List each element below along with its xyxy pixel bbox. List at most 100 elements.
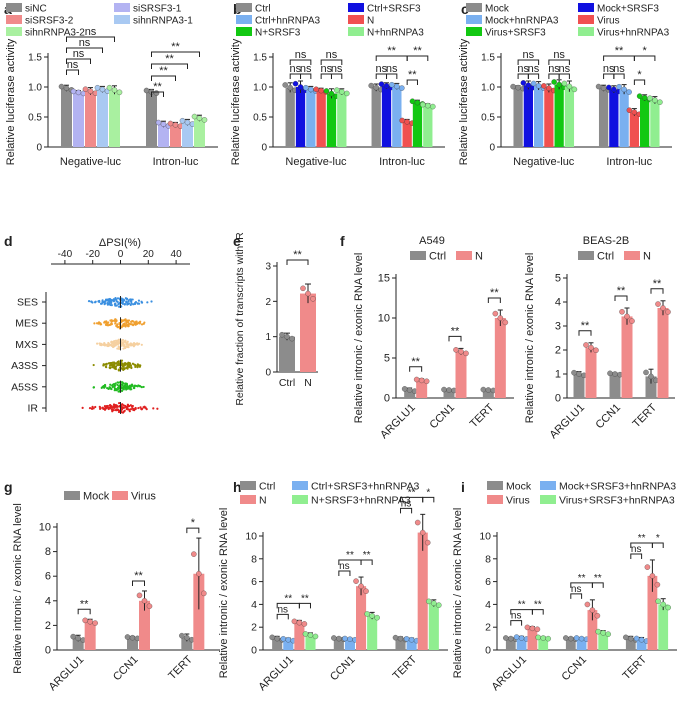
data-point — [425, 102, 431, 109]
legend-label: siSRSF3-2 — [25, 16, 74, 27]
legend-label: siNC — [25, 4, 47, 15]
legend-label: Ctrl+hnRNPA3 — [255, 16, 321, 27]
sig-label: ** — [363, 550, 371, 561]
bar-Negative-luc-Ctrl — [285, 87, 295, 147]
x-tick-label: ARGLU1 — [256, 654, 296, 694]
data-point — [510, 83, 516, 90]
y-tick-label: 10 — [378, 313, 390, 325]
psi-point — [87, 300, 91, 303]
sig-bracket — [330, 73, 343, 79]
sig-bracket — [406, 79, 418, 85]
data-point — [566, 83, 573, 90]
data-point — [307, 632, 314, 638]
data-point — [310, 296, 316, 302]
panel-b-bars: Negative-luc Intron-luc — [282, 80, 436, 168]
psi-point — [94, 405, 97, 409]
data-point — [383, 83, 390, 89]
data-point — [420, 101, 426, 108]
data-point — [593, 347, 599, 353]
data-point — [561, 80, 568, 87]
psi-point — [125, 362, 128, 365]
data-point — [301, 621, 308, 627]
y-tick-label: 4 — [555, 297, 561, 309]
legend-swatch — [348, 15, 364, 24]
bar-Intron-luc-siNC — [146, 91, 157, 147]
legend-swatch — [240, 495, 256, 504]
legend-label: N — [259, 495, 267, 507]
data-point — [652, 97, 658, 103]
y-axis-label: Relative intronic / exonic RNA level — [524, 253, 536, 424]
legend-swatch — [240, 481, 256, 490]
psi-point — [129, 298, 132, 301]
data-point — [394, 83, 400, 90]
sig-bracket — [386, 73, 398, 79]
data-point — [414, 99, 421, 106]
sig-label: ** — [387, 45, 396, 57]
bar-CCN1-N — [621, 316, 633, 398]
psi-point — [117, 345, 120, 348]
sig-bracket — [406, 55, 429, 61]
y-tick-label: 6 — [45, 571, 51, 583]
panel-e-bars: Ctrl N ** — [279, 249, 316, 389]
psi-point — [146, 301, 149, 304]
x-tick-label: TERT — [630, 401, 659, 430]
sig-label: ** — [638, 533, 646, 544]
psi-point — [122, 341, 125, 344]
bar-ARGLU1-Ctrl+SRSF3+hnRNPA3 — [283, 639, 294, 650]
psi-point — [105, 363, 108, 366]
data-point — [535, 83, 542, 89]
bar-CCN1-Virus+SRSF3+hnRNPA3 — [598, 632, 609, 650]
legend-swatch — [466, 27, 482, 36]
bar-TERT-N — [494, 318, 506, 398]
psi-point — [116, 343, 120, 346]
y-tick-label: 4 — [485, 599, 491, 611]
y-tick-label: 1.5 — [253, 53, 267, 64]
data-point — [480, 386, 487, 393]
panel-a-legend: siNC siSRSF3-1 siSRSF3-2 sihnRNPA3-1 sihnRNP… — [6, 3, 193, 39]
svg-text:h: h — [233, 479, 242, 495]
data-point — [408, 636, 415, 643]
x-tick-label: CCN1 — [593, 402, 623, 432]
legend-swatch — [6, 3, 22, 12]
psi-point — [133, 385, 136, 388]
data-point — [643, 369, 649, 376]
psi-point — [113, 342, 117, 345]
psi-point — [114, 339, 118, 342]
psi-point — [126, 345, 129, 348]
psi-point — [121, 338, 125, 342]
data-point — [302, 631, 309, 637]
data-point — [648, 373, 654, 380]
bar-ARGLU1-Mock — [72, 638, 84, 650]
psi-point — [103, 383, 107, 387]
psi-point — [156, 407, 159, 410]
panel-a-bars: Negative-luc Intron-luc — [58, 83, 208, 168]
legend-swatch — [114, 3, 130, 12]
data-point — [605, 631, 611, 637]
sig-bracket — [630, 553, 643, 559]
sig-label: ** — [653, 278, 662, 290]
psi-point — [127, 302, 131, 305]
data-point — [403, 636, 410, 642]
data-point — [87, 88, 94, 94]
psi-point — [114, 296, 117, 300]
data-point — [392, 634, 399, 641]
data-point — [303, 85, 309, 91]
psi-point — [96, 342, 99, 345]
psi-point — [110, 322, 113, 325]
psi-point — [99, 302, 103, 305]
data-point — [172, 122, 179, 128]
psi-point — [132, 341, 136, 345]
psi-point — [131, 298, 134, 301]
panel-g-bars: ARGLU1 CCN1 TERT — [47, 537, 207, 693]
psi-point — [124, 405, 127, 409]
psi-point — [106, 299, 109, 302]
bar-Intron-luc-N+SRSF3 — [412, 102, 423, 147]
sig-label: ** — [518, 600, 526, 611]
psi-point — [103, 342, 106, 345]
sig-label: ns — [548, 63, 560, 75]
data-point — [373, 84, 379, 91]
psi-point — [110, 363, 113, 366]
data-point — [589, 607, 596, 613]
y-tick-label: 0.5 — [481, 113, 495, 124]
